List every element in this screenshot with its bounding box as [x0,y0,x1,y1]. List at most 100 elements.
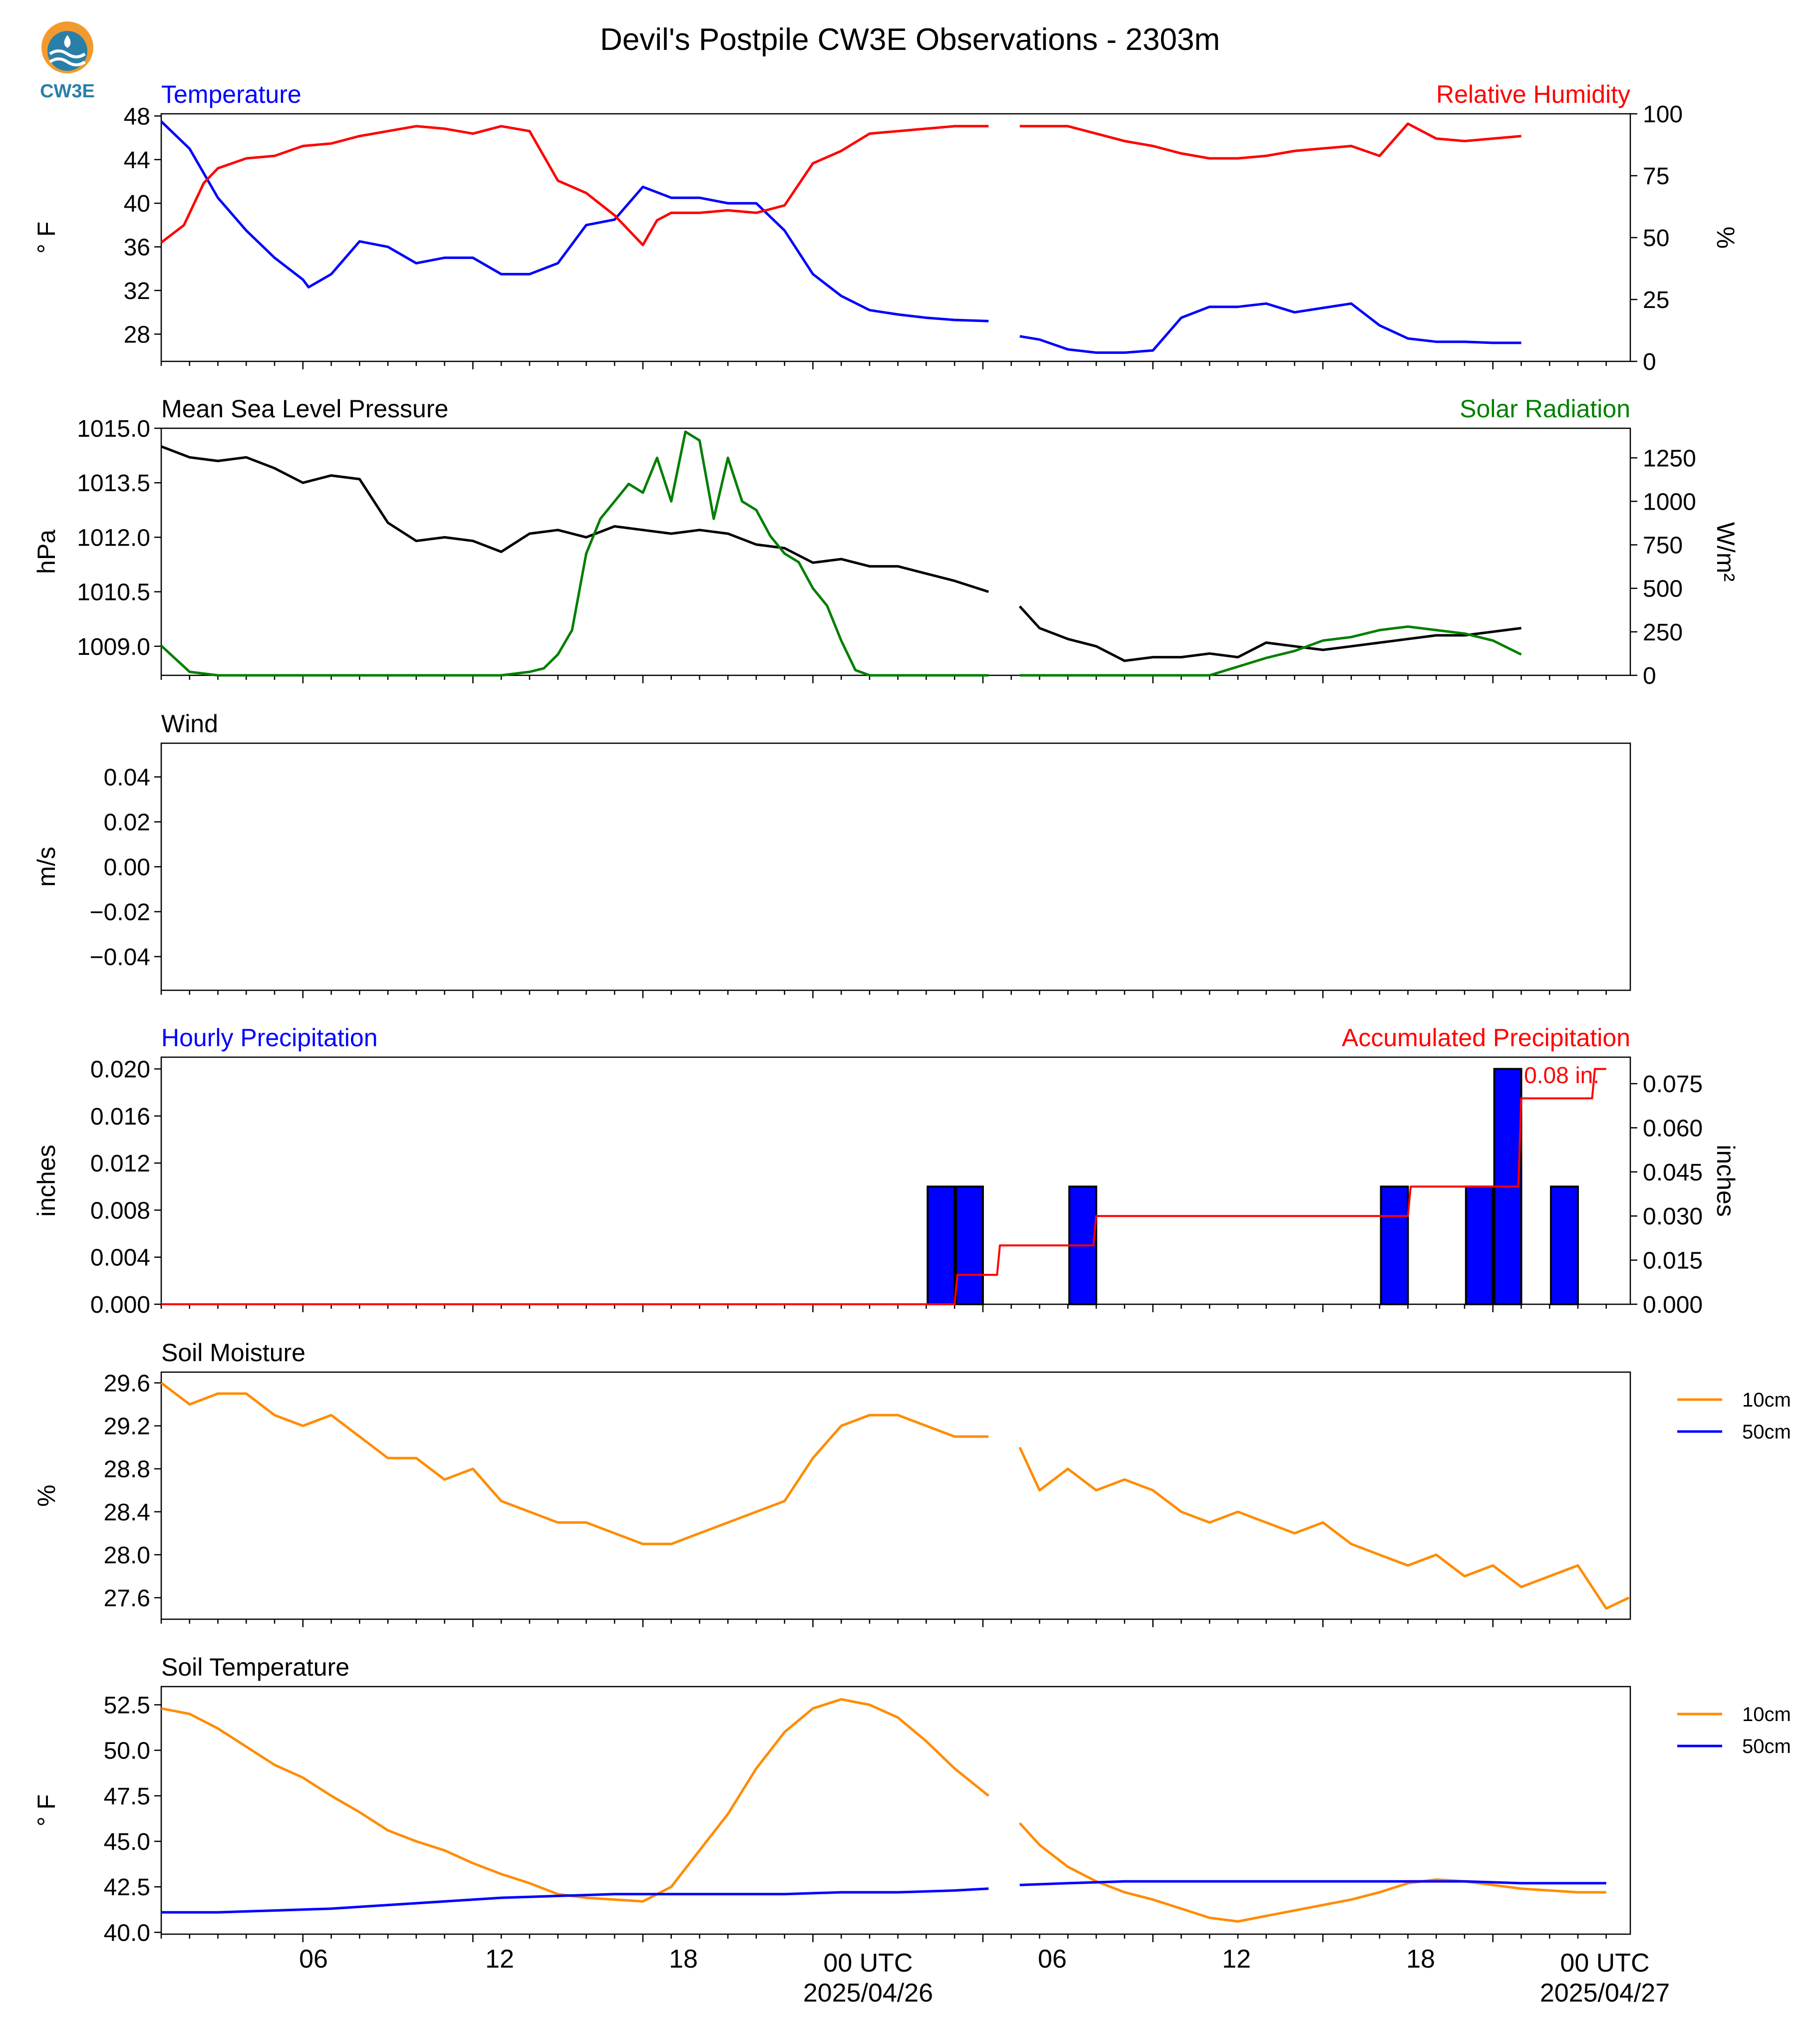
panels-container: Temperature Relative Humidity 48 44 40 36 32 28… [32,80,1791,1946]
legend-label-50cm: 50cm [1742,1736,1791,1757]
series-line-solar-radiation [1019,625,1522,677]
y-tick-label: 28 [124,321,150,348]
y-tick-label: 0.016 [90,1104,150,1130]
y-tick-label: 1015.0 [77,416,150,442]
y-tick-label-right: 25 [1643,287,1669,313]
y-axis-label-left: hPa [32,530,60,574]
x-tick-label: 12 [1222,1945,1251,1974]
y-tick-label: 45.0 [104,1829,150,1855]
y-tick-label-right: 1250 [1643,445,1696,472]
y-tick-label: 0.008 [90,1197,150,1224]
plot-frame [160,1056,1631,1305]
accum-annotation: 0.08 in. [1524,1062,1599,1088]
y-tick-label-right: 0.075 [1643,1071,1703,1098]
precip-bar [1380,1185,1409,1305]
y-axis-label-left: ° F [32,222,60,254]
y-tick-label: 42.5 [104,1874,150,1901]
series-line-mean-sea-level-pressure [1018,605,1521,662]
y-tick-label-right: 50 [1643,225,1669,252]
legend: 10cm 50cm [1677,1389,1791,1443]
plot-frame [160,742,1631,991]
y-tick-label: 28.8 [104,1456,150,1483]
precip-bar [955,1185,984,1305]
panel-left-title: Temperature [161,80,302,108]
plot-frame [160,1686,1631,1935]
y-tick-label-right: 0.015 [1643,1248,1703,1274]
x-tick-label: 18 [669,1945,698,1974]
panel-left-title: Wind [161,710,218,738]
page-title: Devil's Postpile CW3E Observations - 230… [600,22,1220,57]
y-tick-label: 40.0 [104,1920,150,1946]
y-tick-label-right: 0.030 [1643,1203,1703,1230]
y-axis-label-left: m/s [32,847,60,887]
y-tick-label: 0.000 [90,1292,150,1318]
series-line-10cm [1018,1447,1630,1610]
precip-bar [1550,1185,1579,1305]
y-tick-label: 29.2 [104,1414,150,1440]
panel-left-title: Soil Temperature [161,1653,349,1681]
y-tick-label: 1013.5 [77,470,150,497]
y-tick-label: 0.00 [104,855,150,881]
series-line-temperature [160,120,989,322]
panel-left-title: Mean Sea Level Pressure [161,395,448,423]
panel-right-title: Accumulated Precipitation [1342,1024,1630,1052]
y-tick-label-right: 0.060 [1643,1115,1703,1142]
y-tick-label-right: 75 [1643,163,1669,190]
y-tick-label-right: 0.045 [1643,1159,1703,1186]
y-tick-label: 40 [124,191,150,217]
y-tick-label: 28.0 [104,1542,150,1569]
panel-precipitation: Hourly Precipitation Accumulated Precipit… [32,1024,1740,1318]
logo-wave-icon [49,49,86,58]
y-tick-label: 1010.5 [77,579,150,606]
y-axis-label-left: % [32,1484,60,1506]
logo-drop-icon [64,35,71,48]
y-tick-label: 32 [124,278,150,304]
logo-text: CW3E [40,81,95,102]
y-tick-label: −0.02 [90,899,150,926]
y-tick-label: 0.04 [104,765,150,791]
y-axis-label-left: ° F [32,1794,60,1826]
y-tick-label: 47.5 [104,1783,150,1810]
panel-soil_temperature: Soil Temperature 52.5 50.0 47.5 45.0 42.5 40.0… [32,1653,1791,1946]
y-tick-label-right: 0 [1643,349,1656,375]
y-axis-label-right: W/m² [1712,522,1740,581]
series-line-50cm [1019,1880,1606,1886]
y-tick-label-right: 500 [1643,576,1683,602]
legend: 10cm 50cm [1677,1704,1791,1757]
y-tick-label-right: 0 [1643,663,1656,689]
y-tick-label: 50.0 [104,1738,150,1764]
legend-label-10cm: 10cm [1742,1704,1791,1726]
panel-left-title: Soil Moisture [161,1339,305,1367]
y-axis-label-right: % [1712,227,1740,249]
x-date-label: 2025/04/26 [803,1979,933,2008]
y-tick-label: −0.04 [90,944,150,971]
panel-soil_moisture: Soil Moisture 29.6 29.2 28.8 28.4 28.0 27.6% 10… [32,1339,1791,1627]
x-tick-label: 18 [1406,1945,1435,1974]
y-tick-label: 48 [124,103,150,130]
y-axis-label-left: inches [32,1145,60,1217]
series-line-solar-radiation [160,430,989,677]
series-line-10cm [1018,1822,1606,1923]
y-tick-label: 0.004 [90,1245,150,1271]
logo-globe-icon [47,31,87,71]
y-axis-label-right: inches [1712,1145,1740,1217]
y-tick-label: 52.5 [104,1692,150,1719]
series-line-relative-humidity [160,125,989,247]
y-tick-label: 1009.0 [77,634,150,660]
y-tick-label: 36 [124,235,150,261]
legend-label-10cm: 10cm [1742,1389,1791,1411]
series-line-50cm [161,1887,989,1914]
series-line-accumulated-precipitation [161,1068,1606,1305]
legend-label-50cm: 50cm [1742,1421,1791,1443]
y-tick-label: 27.6 [104,1585,150,1612]
series-line-mean-sea-level-pressure [161,445,989,593]
y-tick-label-right: 250 [1643,619,1683,646]
panel-temperature: Temperature Relative Humidity 48 44 40 36 32 28… [32,80,1740,375]
logo-wave-icon [49,57,86,66]
y-tick-label-right: 100 [1643,101,1683,128]
y-tick-label: 44 [124,147,150,174]
plot-frame [160,113,1631,362]
panel-wind: Wind 0.04 0.02 0.00 −0.02 −0.04 m/s [32,710,1631,998]
panel-left-title: Hourly Precipitation [161,1024,378,1052]
y-tick-label: 29.6 [104,1371,150,1397]
